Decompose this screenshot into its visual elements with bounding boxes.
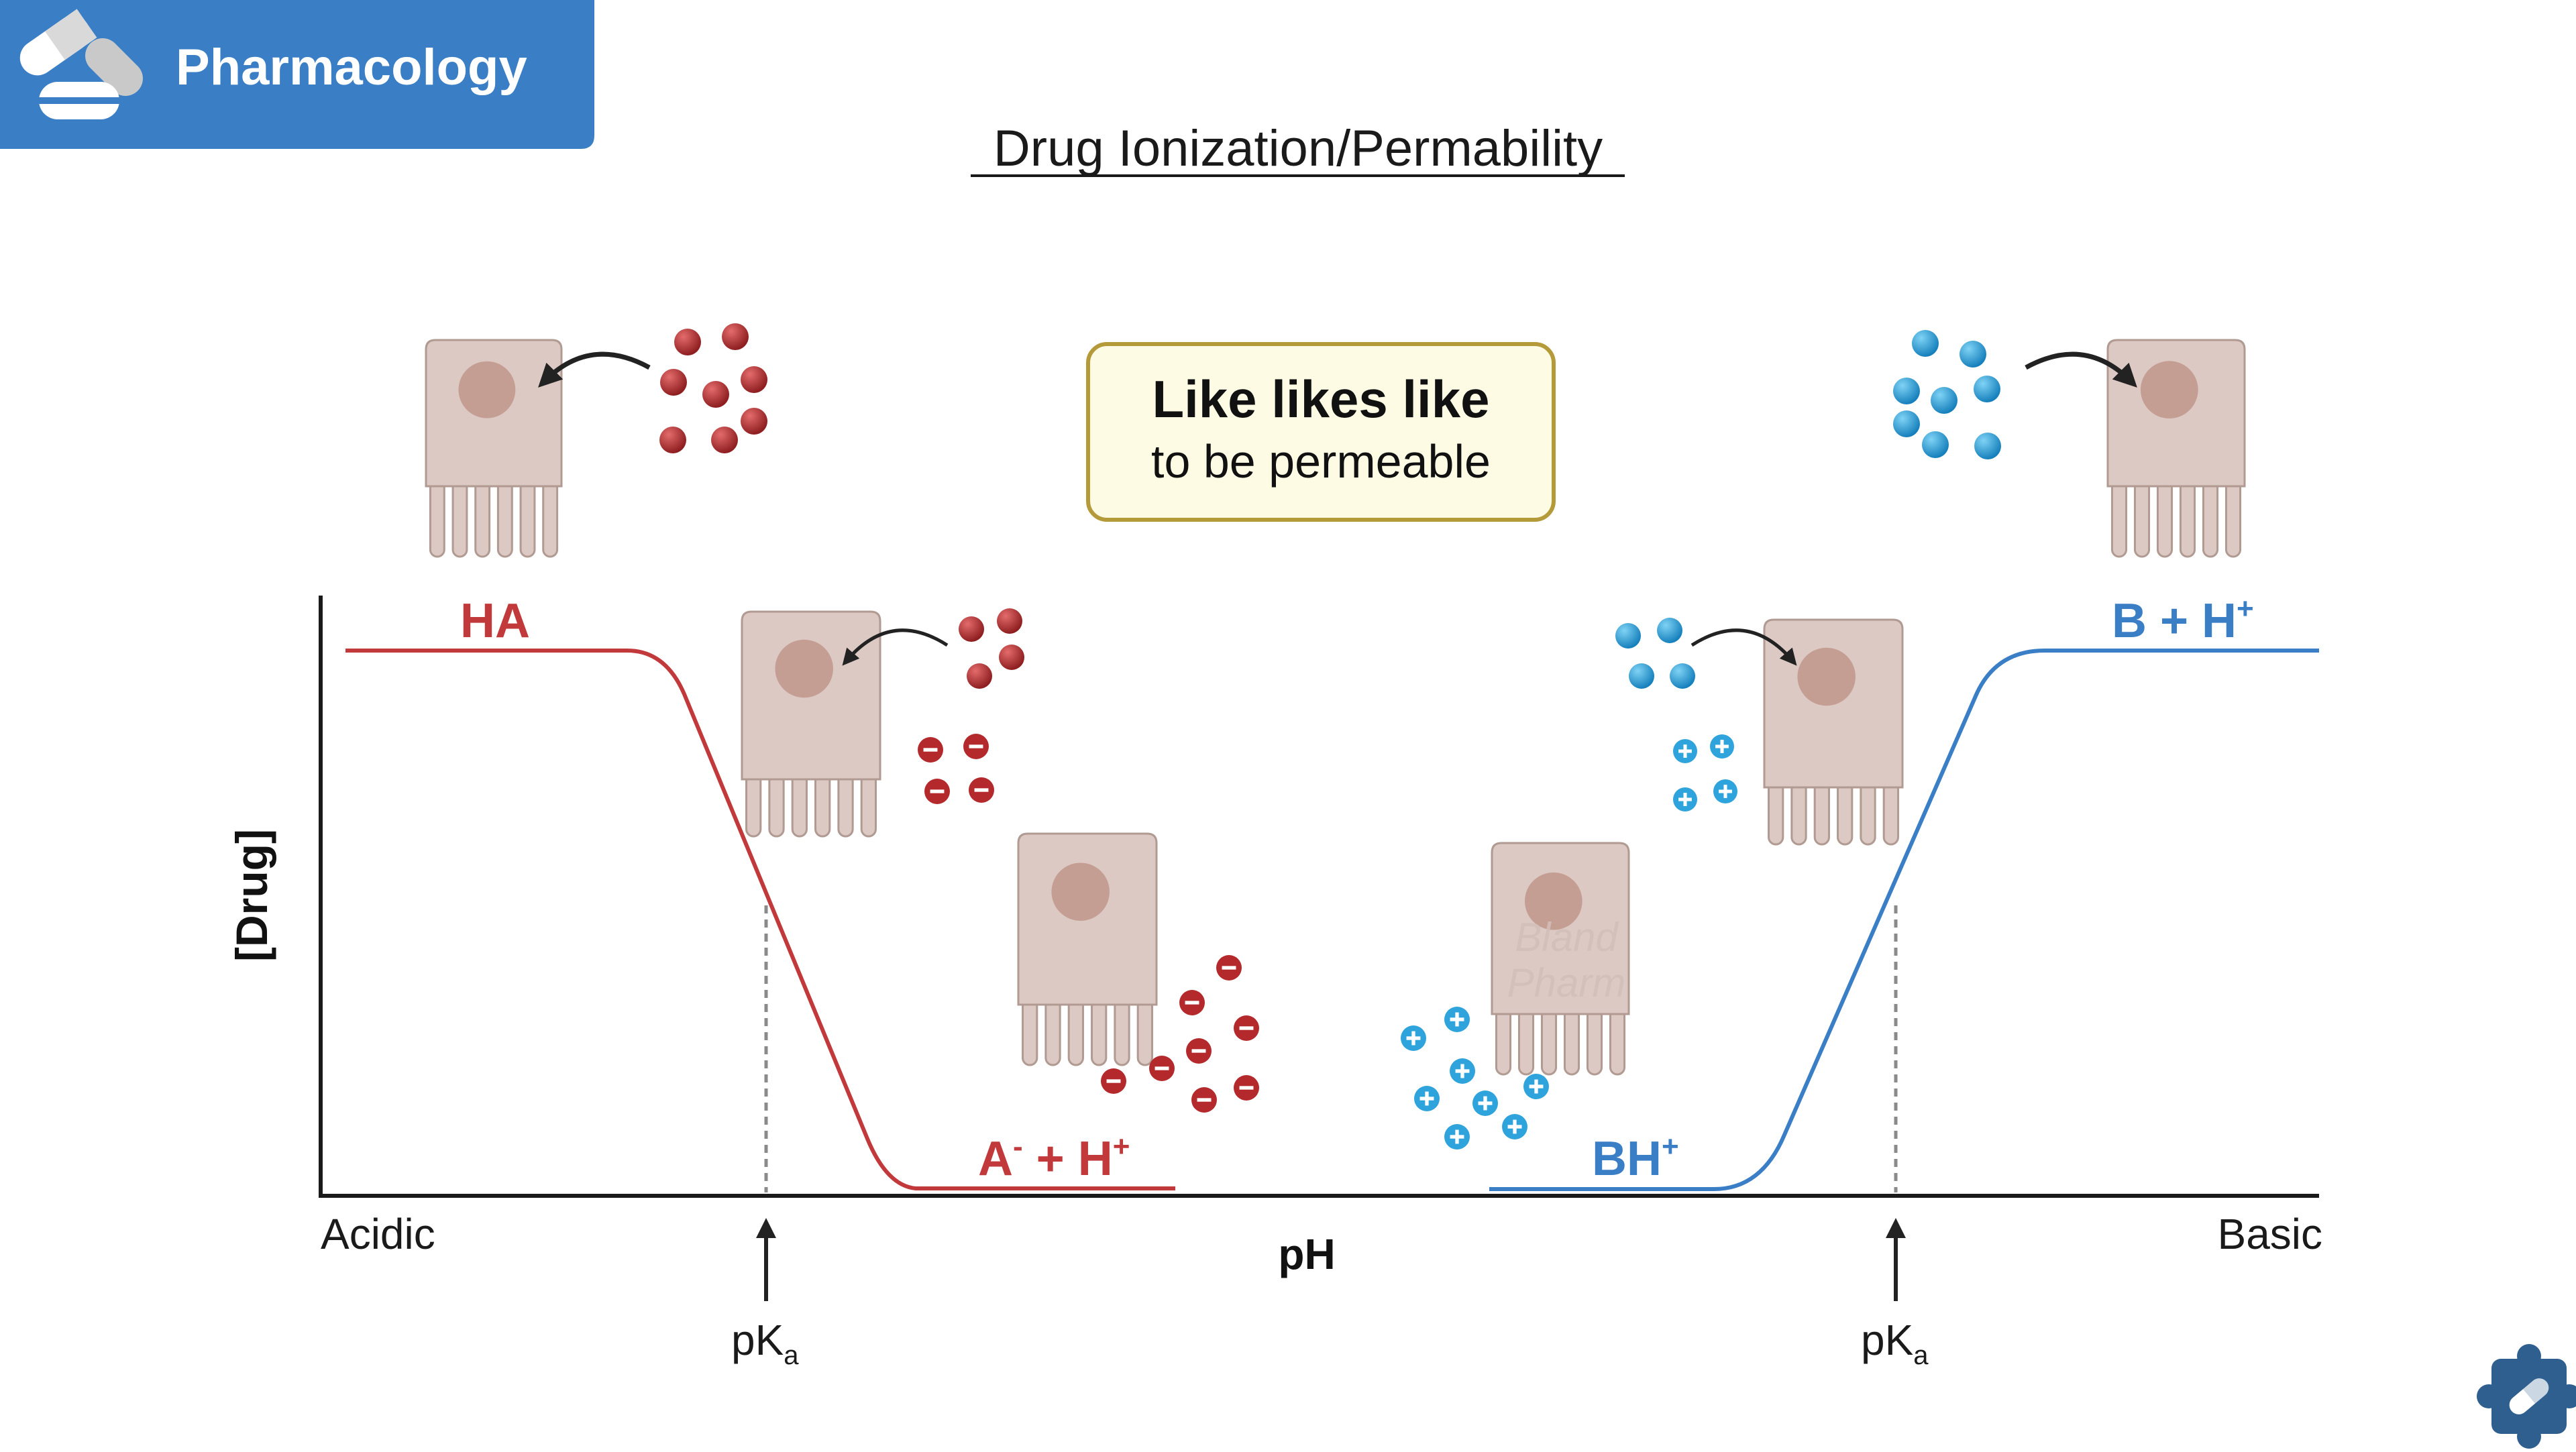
base-neutral-particle — [1974, 376, 2000, 402]
acid-anion-particle — [1186, 1038, 1212, 1064]
cell-base-unionized — [2106, 339, 2246, 558]
pill-capsule-icon — [19, 9, 143, 119]
base-cation-particle — [1401, 1025, 1426, 1051]
header-badge: Pharmacology — [0, 0, 594, 149]
cell-base-ionized — [1491, 842, 1630, 1076]
base-ionized-label: BH+ — [1592, 1130, 1679, 1186]
puzzle-logo-icon — [2477, 1344, 2576, 1449]
callout-headline: Like likes like — [1152, 370, 1489, 429]
watermark-line1: Bland — [1515, 915, 1619, 960]
base-cation-particle — [1414, 1086, 1440, 1111]
watermark-line2: Pharm — [1507, 960, 1626, 1005]
base-uptake-arrow-small — [1690, 628, 1797, 666]
acid-ionized-label: A- + H+ — [978, 1130, 1130, 1186]
base-neutral-particle — [1931, 387, 1957, 414]
base-neutral-particle — [1629, 663, 1654, 689]
base-cation-particle — [1523, 1074, 1549, 1099]
base-cation-particle — [1673, 739, 1697, 763]
acid-anion-particle — [1101, 1068, 1126, 1094]
acid-neutral-particle — [741, 366, 767, 393]
base-uptake-arrow-large — [2025, 351, 2137, 388]
cell-nucleus — [2140, 361, 2198, 418]
cell-acid-unionized — [425, 339, 563, 558]
base-neutral-particle — [1974, 433, 2001, 459]
acid-pka-label: pKa — [731, 1316, 799, 1370]
acid-neutral-particle — [959, 616, 984, 642]
base-cation-particle — [1472, 1091, 1498, 1116]
acid-anion-particle — [963, 734, 989, 759]
base-neutral-particle — [1893, 410, 1920, 437]
cell-acid-transition — [741, 610, 881, 838]
acid-anion-particle — [1234, 1015, 1259, 1041]
acid-anion-particle — [1149, 1056, 1175, 1081]
acid-neutral-particle — [702, 381, 729, 408]
particles-layer — [659, 323, 2001, 1150]
callout-box: Like likes like to be permeable — [1086, 342, 1556, 522]
x-axis-left-label: Acidic — [321, 1210, 435, 1258]
base-neutral-particle — [1912, 330, 1939, 357]
x-axis-label: pH — [1278, 1230, 1335, 1278]
y-axis-label: [Drug] — [227, 829, 276, 962]
axes: [Drug] pH Acidic Basic — [227, 596, 2322, 1278]
base-cation-particle — [1450, 1058, 1475, 1084]
acid-anion-particle — [1191, 1087, 1217, 1113]
base-neutral-particle — [1657, 618, 1682, 643]
cell-nucleus — [458, 361, 516, 418]
acid-anion-particle — [924, 779, 950, 804]
base-neutral-particle — [1670, 663, 1695, 689]
base-cation-particle — [1713, 779, 1737, 803]
acid-curve — [345, 649, 1175, 1190]
base-neutral-particle — [1893, 378, 1920, 404]
acid-uptake-arrow-large — [538, 351, 651, 388]
base-unionized-label: B + H+ — [2112, 592, 2254, 648]
badge-label: Pharmacology — [176, 39, 527, 96]
base-neutral-particle — [1615, 623, 1641, 649]
base-pka-label: pKa — [1861, 1316, 1929, 1370]
acid-neutral-particle — [741, 408, 767, 435]
acid-neutral-particle — [967, 663, 992, 689]
acid-neutral-particle — [722, 323, 749, 350]
x-axis-right-label: Basic — [2218, 1210, 2323, 1258]
acid-anion-particle — [918, 737, 943, 763]
cell-nucleus — [1797, 647, 1856, 706]
acid-neutral-particle — [659, 427, 686, 453]
base-neutral-particle — [1960, 341, 1986, 368]
page-title: Drug Ionization/Permability — [994, 120, 1603, 177]
acid-anion-particle — [969, 777, 994, 803]
cell-nucleus — [1524, 872, 1582, 930]
base-cation-particle — [1444, 1124, 1470, 1150]
cell-nucleus — [1051, 862, 1110, 921]
base-cation-particle — [1444, 1007, 1470, 1032]
base-neutral-particle — [1922, 431, 1949, 458]
base-cation-particle — [1673, 787, 1697, 812]
callout-subline: to be permeable — [1151, 435, 1491, 488]
acid-neutral-particle — [999, 645, 1024, 670]
acid-neutral-particle — [711, 427, 738, 453]
acid-anion-particle — [1179, 990, 1205, 1015]
base-cation-particle — [1502, 1114, 1527, 1139]
acid-neutral-particle — [997, 608, 1022, 634]
cell-acid-ionized — [1017, 832, 1158, 1066]
base-curve — [1489, 649, 2319, 1191]
acid-uptake-arrow-small — [842, 628, 949, 666]
acid-neutral-particle — [674, 329, 701, 355]
acid-anion-particle — [1216, 955, 1242, 981]
base-cation-particle — [1710, 734, 1734, 759]
acid-anion-particle — [1234, 1075, 1259, 1101]
acid-unionized-label: HA — [460, 594, 530, 648]
cell-nucleus — [775, 639, 833, 698]
cell-base-transition — [1763, 618, 1904, 846]
acid-neutral-particle — [660, 369, 687, 396]
cells-layer — [425, 339, 2246, 1076]
